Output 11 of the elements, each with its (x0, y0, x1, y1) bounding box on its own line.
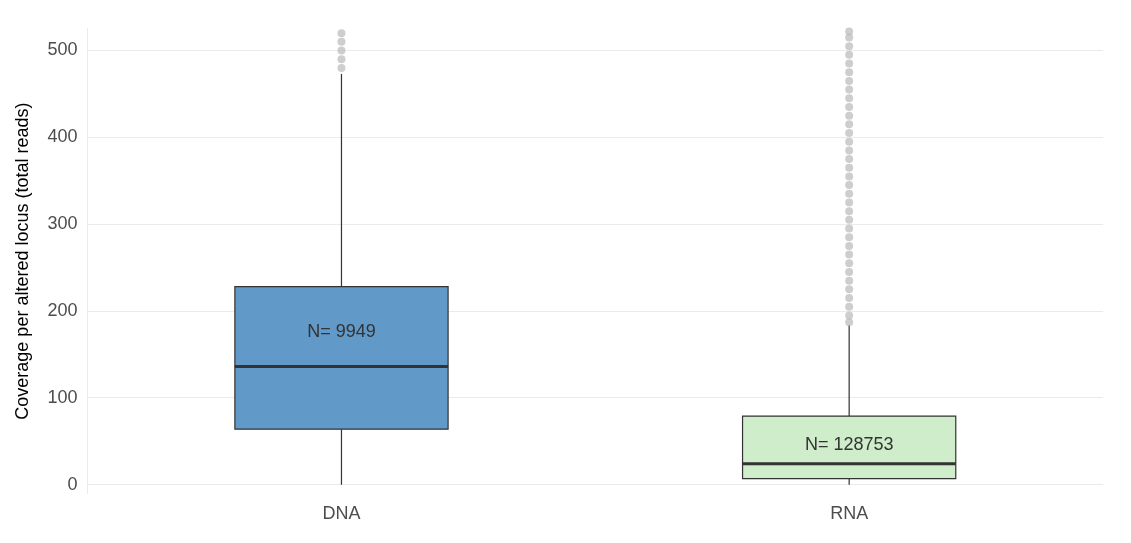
y-tick-label: 400 (47, 126, 78, 147)
annotation: N= 128753 (804, 433, 894, 454)
x-tick-label: RNA (830, 503, 869, 524)
annotation: N= 9949 (307, 320, 376, 341)
y-tick-label: 300 (47, 213, 78, 234)
y-tick-label: 100 (47, 386, 78, 407)
y-tick-label: 200 (47, 300, 78, 320)
y-tick-label: 500 (47, 39, 78, 60)
y-axis-title: Coverage per altered locus (total reads) (11, 102, 32, 420)
y-tick-label: 0 (67, 473, 78, 494)
x-tick-label: DNA (322, 503, 361, 524)
